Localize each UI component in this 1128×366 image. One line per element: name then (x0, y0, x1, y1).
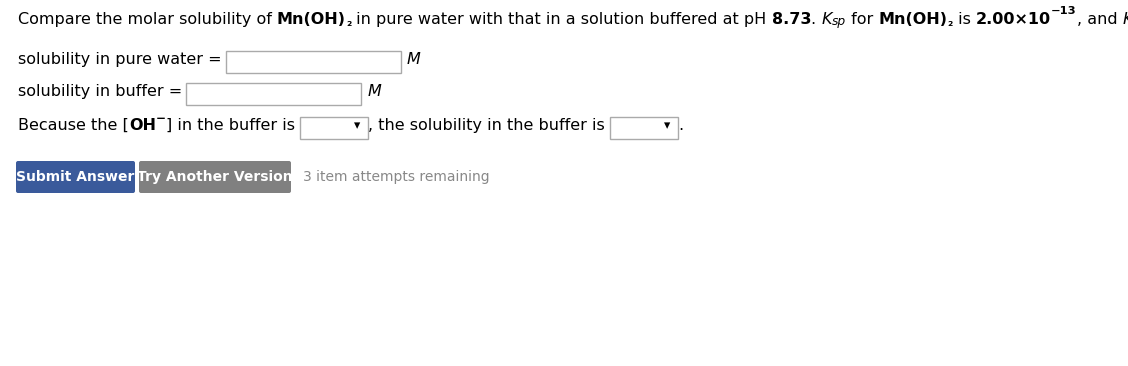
Text: Try Another Version: Try Another Version (138, 170, 293, 184)
Text: ₂: ₂ (346, 15, 352, 29)
Text: 8.73: 8.73 (772, 12, 811, 27)
Text: Mn(OH): Mn(OH) (277, 12, 346, 27)
Text: solubility in buffer =: solubility in buffer = (18, 84, 183, 99)
Bar (300, 117, 368, 139)
Text: .: . (678, 118, 682, 133)
Text: solubility in pure water =: solubility in pure water = (18, 52, 221, 67)
Text: in pure water with that in a solution buffered at pH: in pure water with that in a solution bu… (352, 12, 772, 27)
Text: , the solubility in the buffer is: , the solubility in the buffer is (368, 118, 610, 133)
Text: ] in the buffer is: ] in the buffer is (166, 118, 300, 133)
Text: Because the [: Because the [ (18, 118, 129, 133)
Text: for: for (846, 12, 879, 27)
FancyBboxPatch shape (16, 161, 135, 193)
Text: Submit Answer: Submit Answer (16, 170, 134, 184)
Bar (610, 117, 678, 139)
Text: OH: OH (129, 118, 156, 133)
Text: 2.00×10: 2.00×10 (976, 12, 1051, 27)
Text: ₂: ₂ (948, 15, 953, 29)
Text: sp: sp (832, 15, 846, 29)
Bar (226, 51, 400, 73)
Text: ▾: ▾ (663, 119, 670, 132)
FancyBboxPatch shape (139, 161, 291, 193)
Text: , and: , and (1076, 12, 1122, 27)
Text: .: . (811, 12, 821, 27)
Text: K: K (1122, 12, 1128, 27)
Text: M: M (406, 52, 421, 67)
Text: is: is (953, 12, 976, 27)
Text: 3 item attempts remaining: 3 item attempts remaining (303, 170, 490, 184)
Bar (186, 83, 361, 105)
Text: Compare the molar solubility of: Compare the molar solubility of (18, 12, 277, 27)
Text: −: − (156, 112, 166, 125)
Text: −13: −13 (1051, 6, 1076, 16)
Text: K: K (821, 12, 832, 27)
Text: Mn(OH): Mn(OH) (879, 12, 948, 27)
Text: M: M (368, 84, 381, 99)
Text: ▾: ▾ (354, 119, 360, 132)
